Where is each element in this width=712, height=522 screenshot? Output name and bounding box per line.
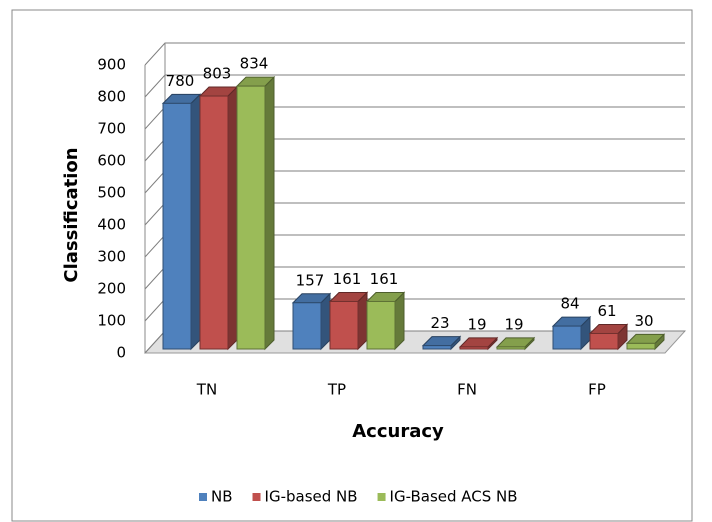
bar: [459, 346, 489, 350]
y-tick-label: 600: [97, 152, 126, 170]
y-tick-label: 900: [97, 56, 126, 74]
bar: [422, 345, 452, 350]
bar: [626, 342, 656, 350]
value-label: 834: [240, 55, 269, 73]
bar-side: [190, 93, 201, 351]
y-tick-label: 800: [97, 88, 126, 106]
bar-side: [394, 291, 405, 351]
legend-swatch: [199, 493, 207, 501]
x-tick-label: FN: [457, 381, 477, 399]
bar: [329, 300, 359, 350]
x-tick-label: FP: [588, 381, 606, 399]
y-tick-label: 300: [97, 248, 126, 266]
y-tick-label: 0: [116, 344, 126, 362]
y-tick-label: 500: [97, 184, 126, 202]
grid-line: [144, 42, 685, 66]
value-label: 161: [370, 270, 399, 288]
x-tick-label: TP: [327, 381, 346, 399]
value-label: 19: [467, 315, 486, 333]
bar-side: [264, 75, 275, 351]
value-label: 161: [333, 270, 362, 288]
bar: [366, 300, 396, 350]
bar: [199, 95, 229, 350]
y-tick-label: 400: [97, 216, 126, 234]
chart-frame: [11, 9, 693, 522]
legend-label: IG-Based ACS NB: [390, 488, 518, 506]
y-tick-label: 100: [97, 312, 126, 330]
x-axis-title: Accuracy: [352, 421, 444, 442]
bar: [589, 332, 619, 350]
bar-side: [227, 85, 238, 351]
value-label: 61: [597, 302, 616, 320]
value-label: 30: [634, 312, 653, 330]
bar: [292, 302, 322, 350]
bar: [496, 346, 526, 350]
legend-label: NB: [211, 488, 233, 506]
bar: [236, 85, 266, 350]
value-label: 23: [430, 314, 449, 332]
x-tick-label: TN: [196, 381, 217, 399]
legend-label: IG-based NB: [265, 488, 358, 506]
value-label: 780: [166, 72, 195, 90]
legend-swatch: [252, 493, 261, 501]
y-tick-label: 200: [97, 280, 126, 298]
bar: [552, 325, 582, 350]
value-label: 84: [560, 295, 579, 313]
y-tick-label: 700: [97, 120, 126, 138]
value-label: 157: [296, 271, 325, 289]
y-axis-title: Classification: [61, 147, 82, 282]
bar-side: [357, 291, 368, 351]
legend-swatch: [377, 493, 386, 501]
value-label: 19: [504, 315, 523, 333]
bar: [162, 102, 192, 350]
value-label: 803: [203, 65, 232, 83]
